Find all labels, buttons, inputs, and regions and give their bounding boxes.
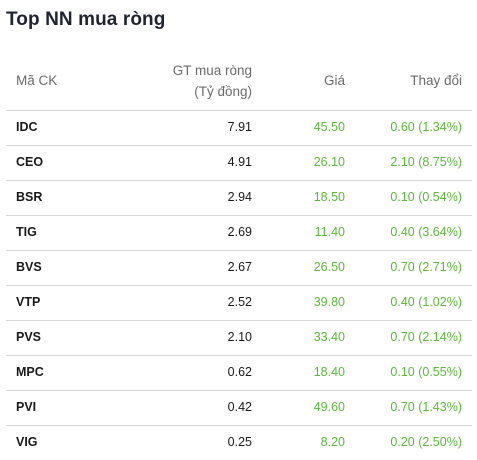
table-row[interactable]: TIG 2.69 11.40 0.40 (3.64%) [6,216,472,251]
price-change: 0.20 (2.50%) [390,435,462,449]
price-change: 0.40 (3.64%) [390,225,462,239]
stock-code[interactable]: VIG [16,435,38,449]
stock-code[interactable]: PVI [16,400,37,414]
table-row[interactable]: BVS 2.67 26.50 0.70 (2.71%) [6,251,472,286]
price: 26.10 [313,155,345,169]
price-change: 2.10 (8.75%) [390,155,462,169]
price-change: 0.60 (1.34%) [390,120,462,134]
stock-code[interactable]: TIG [16,225,37,239]
column-header-net-buy-value-line1: GT mua ròng [172,63,252,78]
net-buy-value: 0.62 [227,365,252,379]
net-buy-value: 2.69 [227,225,252,239]
table-row[interactable]: IDC 7.91 45.50 0.60 (1.34%) [6,111,472,146]
price: 18.40 [313,365,345,379]
column-header-change[interactable]: Thay đổi [410,73,462,88]
page-title: Top NN mua ròng [6,9,166,30]
net-buy-value: 7.91 [227,120,252,134]
price: 33.40 [313,330,345,344]
table-row[interactable]: MPC 0.62 18.40 0.10 (0.55%) [6,356,472,391]
column-header-net-buy-value[interactable]: GT mua ròng (Tỷ đồng) [173,60,252,102]
table-row[interactable]: PVS 2.10 33.40 0.70 (2.14%) [6,321,472,356]
table-row[interactable]: VTP 2.52 39.80 0.40 (1.02%) [6,286,472,321]
net-buy-value: 2.67 [227,260,252,274]
price-change: 0.70 (2.71%) [390,260,462,274]
stock-code[interactable]: BSR [16,190,43,204]
price-change: 0.70 (1.43%) [390,400,462,414]
net-buy-value: 4.91 [227,155,252,169]
stock-code[interactable]: CEO [16,155,44,169]
column-header-code[interactable]: Mã CK [16,73,58,88]
price-change: 0.10 (0.54%) [390,190,462,204]
net-buy-value: 0.25 [227,435,252,449]
table-header: Mã CK GT mua ròng (Tỷ đồng) Giá Thay đổi [6,52,472,111]
net-buy-value: 2.10 [227,330,252,344]
stock-code[interactable]: VTP [16,295,41,309]
stock-code[interactable]: BVS [16,260,42,274]
price: 11.40 [314,225,345,239]
price: 49.60 [313,400,345,414]
column-header-price[interactable]: Giá [323,73,345,88]
price: 18.50 [313,190,345,204]
price: 8.20 [320,435,345,449]
price-change: 0.40 (1.02%) [390,295,462,309]
net-buy-value: 0.42 [227,400,252,414]
table-row[interactable]: VIG 0.25 8.20 0.20 (2.50%) [6,426,472,460]
price: 26.50 [313,260,345,274]
stock-code[interactable]: IDC [16,120,38,134]
net-buy-value: 2.94 [227,190,252,204]
price-change: 0.10 (0.55%) [390,365,462,379]
table-row[interactable]: BSR 2.94 18.50 0.10 (0.54%) [6,181,472,216]
stock-code[interactable]: MPC [16,365,44,379]
net-buy-value: 2.52 [227,295,252,309]
column-header-net-buy-value-unit: (Tỷ đồng) [194,84,252,99]
table-row[interactable]: CEO 4.91 26.10 2.10 (8.75%) [6,146,472,181]
top-foreign-buy-table: Mã CK GT mua ròng (Tỷ đồng) Giá Thay đổi… [6,52,472,460]
stock-code[interactable]: PVS [16,330,42,344]
table-row[interactable]: PVI 0.42 49.60 0.70 (1.43%) [6,391,472,426]
price: 45.50 [313,120,345,134]
price: 39.80 [313,295,345,309]
price-change: 0.70 (2.14%) [390,330,462,344]
